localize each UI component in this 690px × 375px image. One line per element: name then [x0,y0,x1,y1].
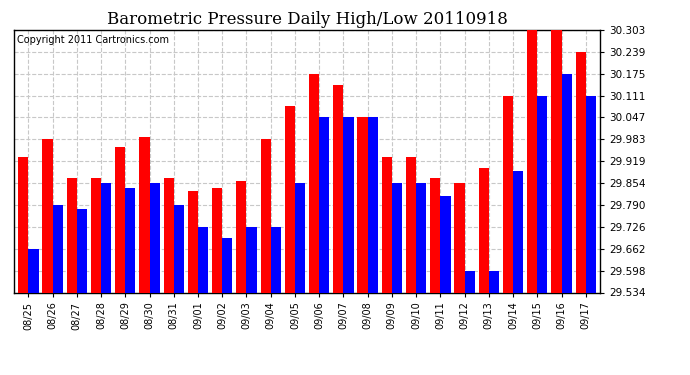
Bar [101,183,111,292]
Bar [295,183,305,292]
Bar [77,209,87,292]
Bar [150,183,159,292]
Bar [174,205,184,292]
Bar [222,238,233,292]
Bar [333,85,344,292]
Bar [164,178,174,292]
Bar [52,205,63,292]
Bar [309,74,319,292]
Bar [538,96,547,292]
Bar [440,195,451,292]
Bar [126,188,135,292]
Bar [270,227,281,292]
Bar [198,227,208,292]
Bar [479,168,489,292]
Bar [368,117,378,292]
Text: Copyright 2011 Cartronics.com: Copyright 2011 Cartronics.com [17,35,169,45]
Bar [551,30,562,292]
Bar [188,192,198,292]
Bar [489,271,499,292]
Bar [139,137,150,292]
Bar [115,147,126,292]
Bar [382,158,392,292]
Bar [562,74,572,292]
Bar [18,158,28,292]
Bar [503,96,513,292]
Bar [285,106,295,292]
Bar [236,181,246,292]
Bar [586,96,596,292]
Bar [42,139,52,292]
Bar [527,30,538,292]
Bar [91,178,101,292]
Bar [464,271,475,292]
Bar [67,178,77,292]
Bar [455,183,464,292]
Bar [357,117,368,292]
Bar [416,183,426,292]
Title: Barometric Pressure Daily High/Low 20110918: Barometric Pressure Daily High/Low 20110… [107,12,507,28]
Bar [261,139,270,292]
Bar [513,171,523,292]
Bar [430,178,440,292]
Bar [392,183,402,292]
Bar [246,227,257,292]
Bar [344,117,353,292]
Bar [575,52,586,292]
Bar [406,158,416,292]
Bar [319,117,329,292]
Bar [212,188,222,292]
Bar [28,249,39,292]
